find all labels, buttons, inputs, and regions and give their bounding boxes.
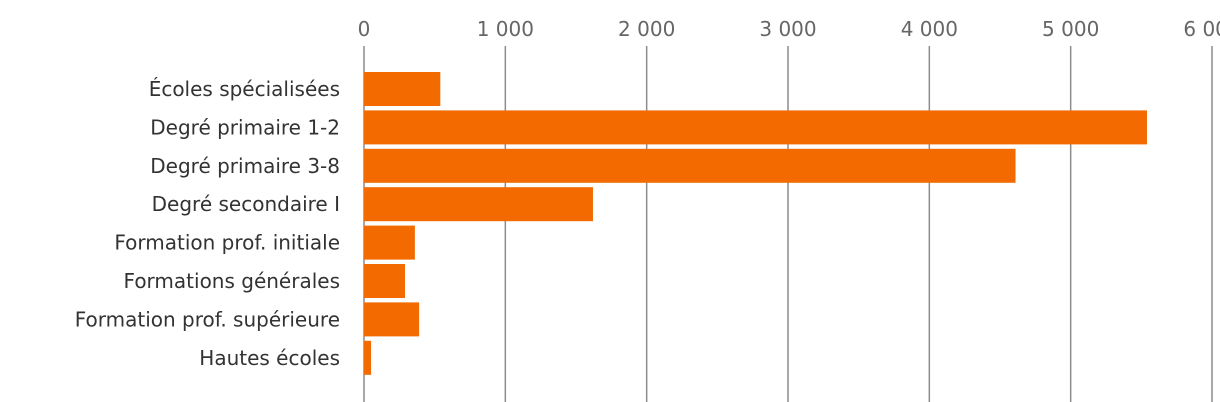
- category-label: Formation prof. supérieure: [75, 307, 340, 331]
- category-label: Degré secondaire I: [152, 192, 340, 216]
- category-label: Hautes écoles: [199, 346, 340, 370]
- bar: [364, 302, 420, 337]
- category-label: Degré primaire 3-8: [150, 154, 340, 178]
- category-label: Écoles spécialisées: [149, 77, 340, 101]
- bar: [364, 225, 415, 260]
- category-label: Degré primaire 1-2: [150, 115, 340, 139]
- bar: [364, 187, 593, 222]
- bar: [364, 340, 372, 375]
- x-tick-label: 2 000: [618, 17, 675, 41]
- x-tick-label: 5 000: [1042, 17, 1099, 41]
- x-tick-label: 3 000: [759, 17, 816, 41]
- x-axis-tick-labels: 0 1 000 2 000 3 000 4 000 5 000 6 000: [358, 17, 1220, 41]
- bar: [364, 264, 405, 298]
- bar: [364, 148, 1016, 183]
- x-tick-label: 6 000: [1183, 17, 1220, 41]
- x-tick-label: 0: [358, 17, 371, 41]
- bar: [364, 110, 1147, 145]
- bar: [364, 72, 441, 106]
- category-label: Formation prof. initiale: [114, 231, 340, 255]
- category-label: Formations générales: [124, 269, 340, 293]
- gridlines: [363, 46, 1213, 402]
- x-tick-label: 1 000: [477, 17, 534, 41]
- x-tick-label: 4 000: [901, 17, 958, 41]
- category-labels: Écoles spécialisées Degré primaire 1-2 Deg…: [75, 77, 340, 370]
- bars: [364, 72, 1147, 375]
